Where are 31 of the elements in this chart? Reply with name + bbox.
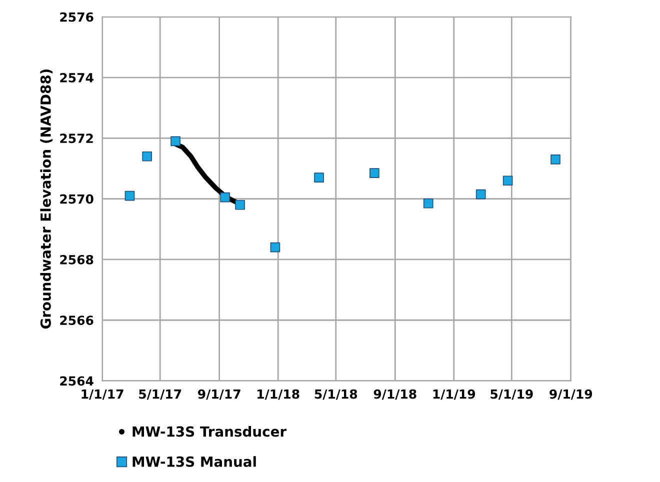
y-tick-label: 2574 xyxy=(60,72,94,82)
legend-label: MW-13S Manual xyxy=(132,456,256,467)
point xyxy=(423,198,434,208)
x-tick-label: 5/1/18 xyxy=(314,389,358,400)
x-tick-label: 5/1/19 xyxy=(490,389,533,400)
y-axis-title: Groundwater Elevation (NAVD88) xyxy=(40,70,53,329)
x-tick-label: 9/1/17 xyxy=(198,389,240,400)
legend-label: MW-13S Transducer xyxy=(132,426,287,437)
y-tick-label: 2576 xyxy=(60,12,94,22)
x-tick-label: 1/1/18 xyxy=(258,389,300,400)
point xyxy=(476,189,486,200)
y-tick-label: 2572 xyxy=(60,134,93,144)
x-tick-label: 1/1/17 xyxy=(82,390,124,400)
y-tick-label: 2564 xyxy=(60,376,94,386)
point xyxy=(314,172,324,183)
point xyxy=(270,242,280,252)
y-tick-label: 2568 xyxy=(60,254,94,264)
point xyxy=(170,136,180,146)
point xyxy=(124,190,135,201)
y-tick-label: 2570 xyxy=(60,194,94,204)
point xyxy=(369,168,380,178)
point xyxy=(142,151,152,162)
x-tick-label: 9/1/18 xyxy=(374,389,416,400)
point xyxy=(220,192,230,202)
x-tick-label: 1/1/19 xyxy=(433,389,476,400)
point xyxy=(550,154,560,164)
x-tick-label: 5/1/17 xyxy=(139,390,182,400)
x-tick-label: 9/1/19 xyxy=(550,389,592,400)
point xyxy=(502,176,513,186)
point xyxy=(235,200,245,210)
y-tick-label: 2566 xyxy=(60,316,94,326)
